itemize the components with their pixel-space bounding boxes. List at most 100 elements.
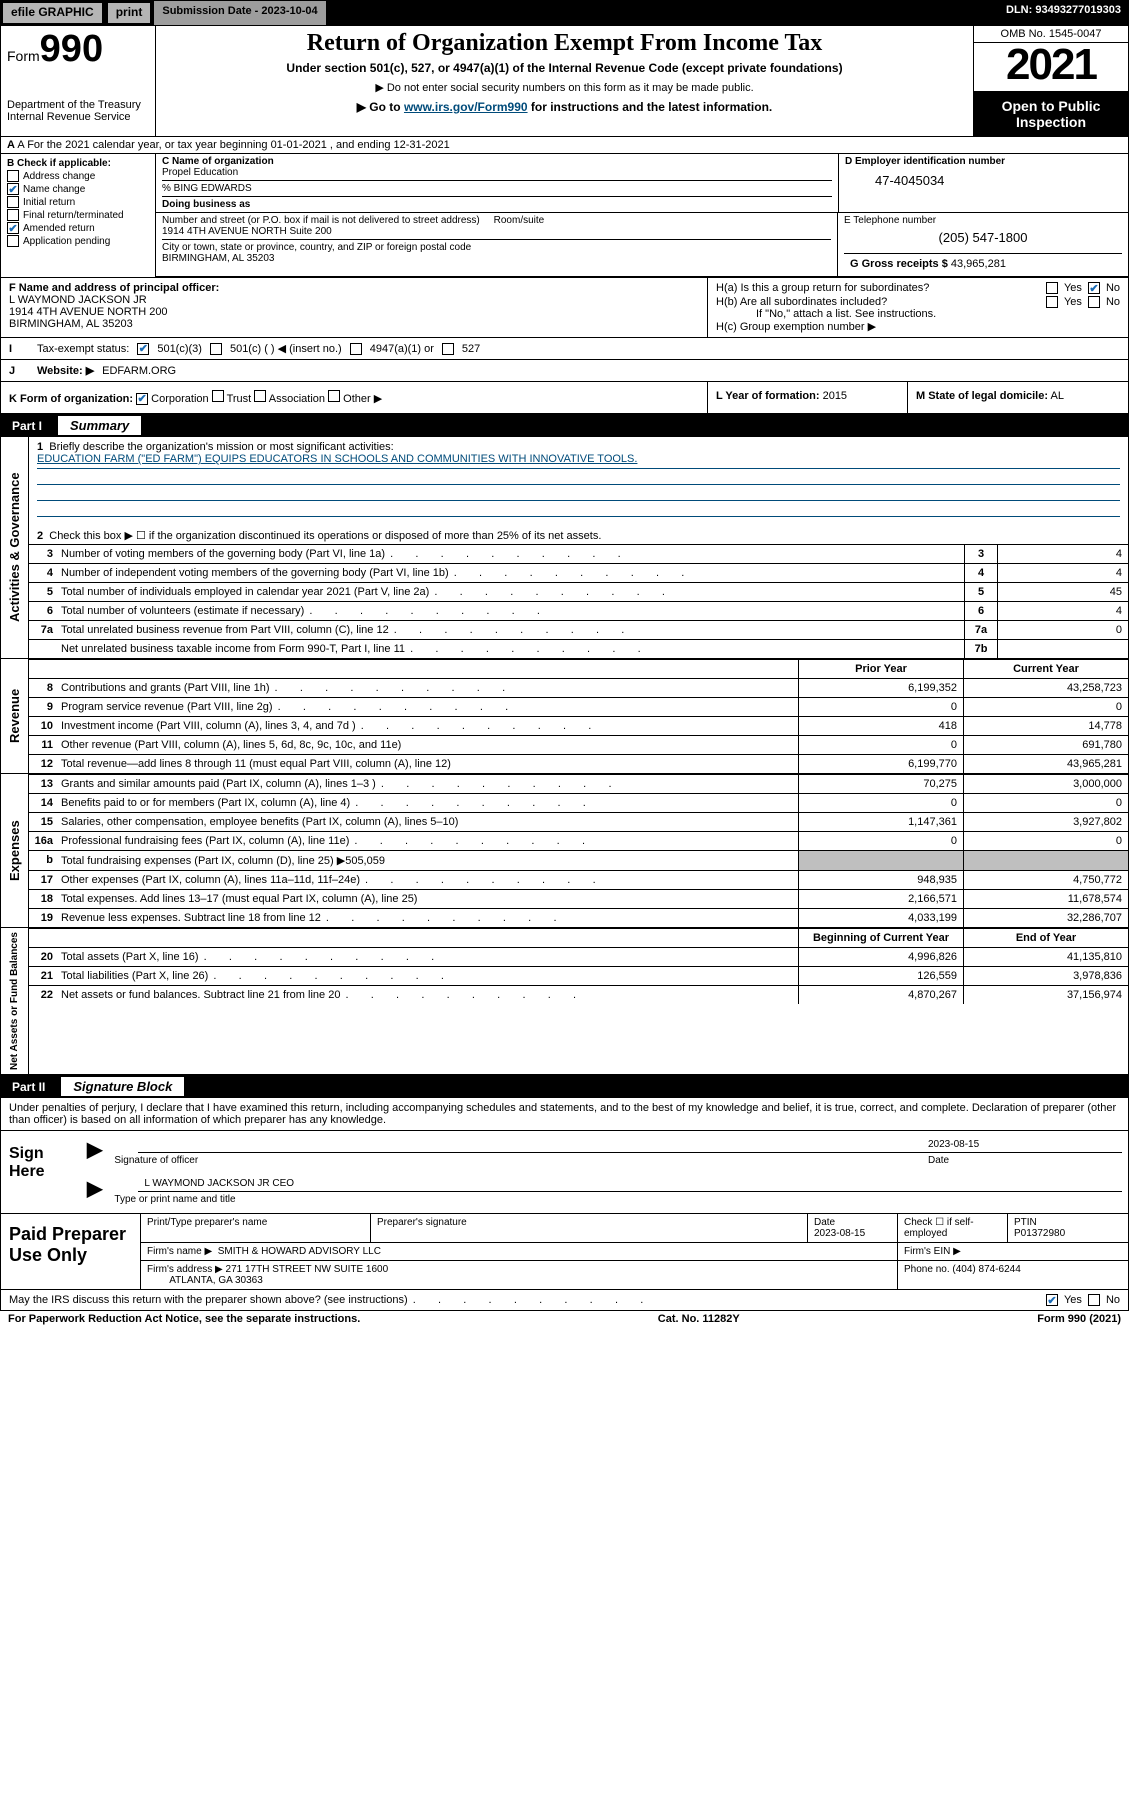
arrow-icon: ▶ <box>87 1176 102 1207</box>
ha-yes[interactable] <box>1046 282 1058 294</box>
chk-501c3[interactable]: ✔ <box>137 343 149 355</box>
org-name-label: C Name of organization <box>162 156 832 167</box>
sign-here-label: Sign Here <box>1 1131 81 1213</box>
efile-label: efile GRAPHIC <box>2 2 103 24</box>
c8: 43,258,723 <box>963 679 1128 697</box>
part2-header: Part II Signature Block <box>0 1075 1129 1098</box>
chk-trust[interactable] <box>212 390 224 402</box>
ein-value: 47-4045034 <box>845 167 1122 188</box>
part1-na: Net Assets or Fund Balances Beginning of… <box>0 928 1129 1075</box>
chk-other[interactable] <box>328 390 340 402</box>
c21: 3,978,836 <box>963 967 1128 985</box>
open-inspection: Open to Public Inspection <box>974 92 1128 136</box>
row-i: I Tax-exempt status: ✔501(c)(3) 501(c) (… <box>0 338 1129 360</box>
c14: 0 <box>963 794 1128 812</box>
firm-phone: Phone no. (404) 874-6244 <box>898 1261 1128 1289</box>
hb-no[interactable] <box>1088 296 1100 308</box>
q16b: Total fundraising expenses (Part IX, col… <box>57 851 798 870</box>
p15: 1,147,361 <box>798 813 963 831</box>
firm-ein: Firm's EIN ▶ <box>898 1243 1128 1260</box>
chk-4947[interactable] <box>350 343 362 355</box>
chk-final-return[interactable] <box>7 209 19 221</box>
p17: 948,935 <box>798 871 963 889</box>
discuss-no[interactable] <box>1088 1294 1100 1306</box>
chk-initial-return[interactable] <box>7 196 19 208</box>
chk-corp[interactable]: ✔ <box>136 393 148 405</box>
c16a: 0 <box>963 832 1128 850</box>
col-b-header: B Check if applicable: <box>7 158 149 169</box>
c10: 14,778 <box>963 717 1128 735</box>
firm-name: Firm's name ▶ SMITH & HOWARD ADVISORY LL… <box>141 1243 898 1260</box>
q14: Benefits paid to or for members (Part IX… <box>57 794 798 812</box>
q22: Net assets or fund balances. Subtract li… <box>57 986 798 1004</box>
discuss-yes[interactable]: ✔ <box>1046 1294 1058 1306</box>
city-value: BIRMINGHAM, AL 35203 <box>162 253 831 264</box>
hdr-end: End of Year <box>963 929 1128 947</box>
prep-ptin: PTINP01372980 <box>1008 1214 1128 1242</box>
p11: 0 <box>798 736 963 754</box>
v4: 4 <box>998 564 1128 582</box>
q8: Contributions and grants (Part VIII, lin… <box>57 679 798 697</box>
prep-h1: Print/Type preparer's name <box>141 1214 371 1242</box>
may-discuss-row: May the IRS discuss this return with the… <box>0 1290 1129 1311</box>
q17: Other expenses (Part IX, column (A), lin… <box>57 871 798 889</box>
part1-header: Part I Summary <box>0 414 1129 437</box>
dba-label: Doing business as <box>162 196 832 210</box>
sig-date: 2023-08-15 <box>922 1137 1122 1152</box>
chk-name-change[interactable]: ✔ <box>7 183 19 195</box>
chk-501c[interactable] <box>210 343 222 355</box>
hdr-curr: Current Year <box>963 660 1128 678</box>
hb-label: H(b) Are all subordinates included? <box>716 296 887 308</box>
form-ref: Form 990 (2021) <box>1037 1313 1121 1325</box>
sign-here-block: Sign Here ▶ 2023-08-15 Signature of offi… <box>0 1131 1129 1214</box>
q1-label: Briefly describe the organization's miss… <box>49 441 393 453</box>
c12: 43,965,281 <box>963 755 1128 773</box>
ha-no[interactable]: ✔ <box>1088 282 1100 294</box>
chk-address-change[interactable] <box>7 170 19 182</box>
p8: 6,199,352 <box>798 679 963 697</box>
q9: Program service revenue (Part VIII, line… <box>57 698 798 716</box>
part1-exp: Expenses 13Grants and similar amounts pa… <box>0 774 1129 928</box>
mission-text: EDUCATION FARM ("ED FARM") EQUIPS EDUCAT… <box>37 453 637 465</box>
chk-app-pending[interactable] <box>7 235 19 247</box>
care-of: % BING EDWARDS <box>162 180 832 194</box>
hb-yes[interactable] <box>1046 296 1058 308</box>
q10: Investment income (Part VIII, column (A)… <box>57 717 798 735</box>
arrow-icon: ▶ <box>87 1137 102 1168</box>
v6: 4 <box>998 602 1128 620</box>
v7a: 0 <box>998 621 1128 639</box>
p19: 4,033,199 <box>798 909 963 927</box>
submission-date: Submission Date - 2023-10-04 <box>153 0 326 26</box>
sig-date-label: Date <box>922 1153 1122 1168</box>
q18: Total expenses. Add lines 13–17 (must eq… <box>57 890 798 908</box>
website-value: EDFARM.ORG <box>102 365 176 377</box>
chk-amended-return[interactable]: ✔ <box>7 222 19 234</box>
c13: 3,000,000 <box>963 775 1128 793</box>
q12: Total revenue—add lines 8 through 11 (mu… <box>57 755 798 773</box>
c20: 41,135,810 <box>963 948 1128 966</box>
officer-label: F Name and address of principal officer: <box>9 282 219 294</box>
topbar: efile GRAPHIC print Submission Date - 20… <box>0 0 1129 26</box>
c15: 3,927,802 <box>963 813 1128 831</box>
q15: Salaries, other compensation, employee b… <box>57 813 798 831</box>
print-button[interactable]: print <box>107 2 152 24</box>
phone-value: (205) 547-1800 <box>844 226 1122 245</box>
dln: DLN: 93493277019303 <box>998 0 1129 26</box>
hdr-begin: Beginning of Current Year <box>798 929 963 947</box>
org-name: Propel Education <box>162 167 832 178</box>
section-bcdeg: B Check if applicable: Address change ✔N… <box>0 154 1129 277</box>
officer-name: L WAYMOND JACKSON JR <box>9 294 147 306</box>
vtab-na: Net Assets or Fund Balances <box>1 928 29 1074</box>
p13: 70,275 <box>798 775 963 793</box>
irs-link[interactable]: www.irs.gov/Form990 <box>404 100 528 114</box>
tax-year: 2021 <box>974 43 1128 92</box>
form-subtitle: Under section 501(c), 527, or 4947(a)(1)… <box>160 61 969 75</box>
q7a: Total unrelated business revenue from Pa… <box>57 621 964 639</box>
paid-preparer-label: Paid Preparer Use Only <box>1 1214 141 1289</box>
chk-527[interactable] <box>442 343 454 355</box>
hb-note: If "No," attach a list. See instructions… <box>756 308 1120 320</box>
q6: Total number of volunteers (estimate if … <box>57 602 964 620</box>
chk-assoc[interactable] <box>254 390 266 402</box>
officer-addr1: 1914 4TH AVENUE NORTH 200 <box>9 306 168 318</box>
row-j: J Website: ▶ EDFARM.ORG <box>0 360 1129 382</box>
